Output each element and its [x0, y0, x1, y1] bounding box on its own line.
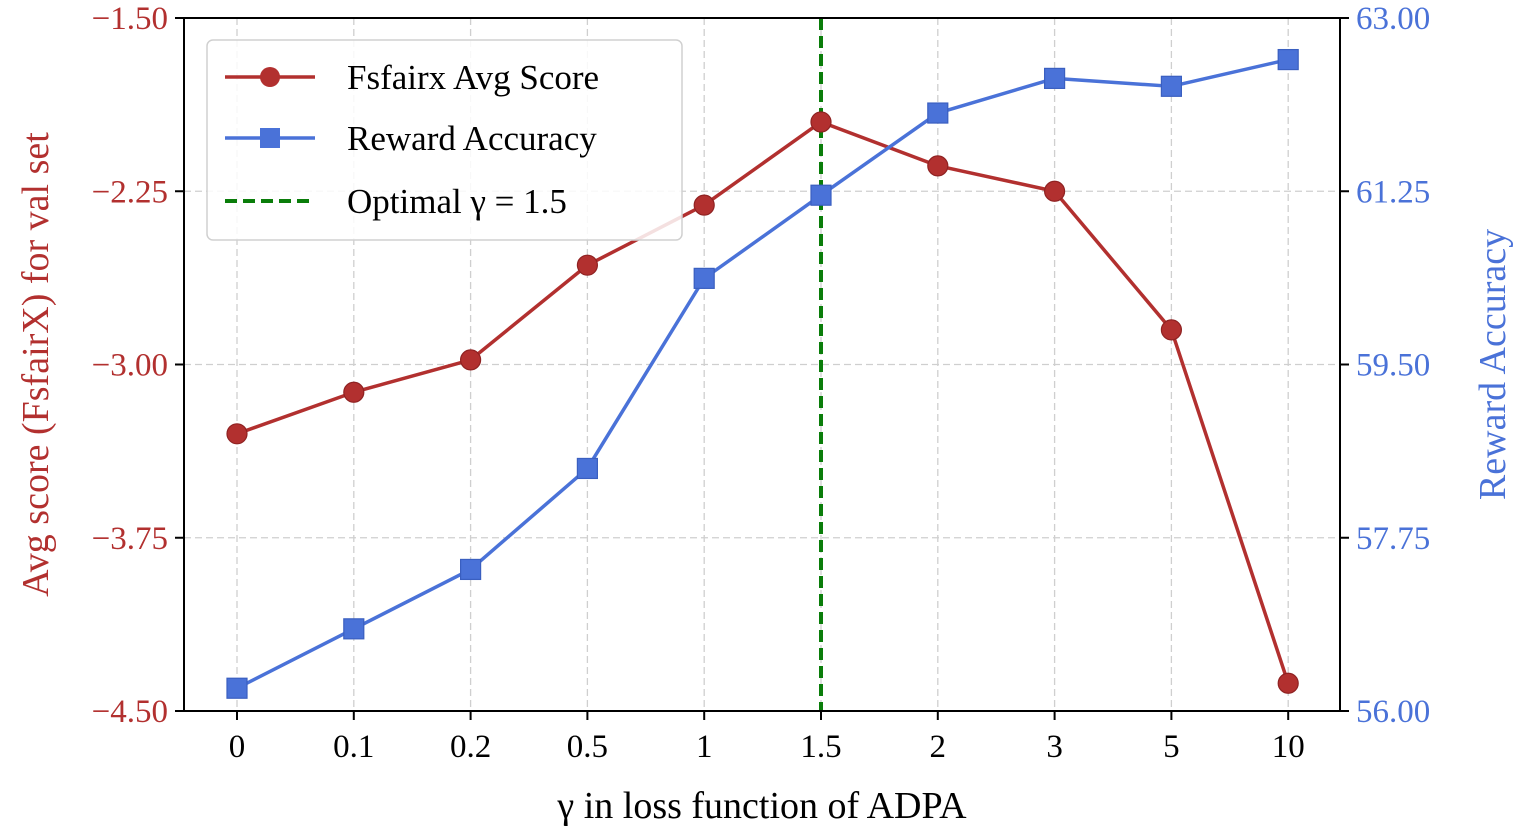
- data-point: [927, 102, 949, 124]
- data-point: [1160, 75, 1183, 97]
- data-point: [810, 111, 832, 133]
- data-point: [460, 349, 482, 371]
- x-tick-label: 10: [1272, 729, 1305, 765]
- x-tick-label: 2: [930, 729, 947, 765]
- axes: 0 0.1 0.2 0.5 1 1.5 2 3 5 10 −4.50 −3.75 −3.00 −2.25 −…: [92, 1, 1431, 765]
- right-y-tick-label: 59.50: [1356, 348, 1430, 384]
- data-point: [1277, 672, 1299, 694]
- legend-box: [206, 39, 683, 241]
- x-tick-label: 0.1: [333, 729, 374, 765]
- legend-label: Reward Accuracy: [347, 119, 597, 158]
- series-line: [236, 120, 1290, 684]
- legend: Fsfairx Avg Score Reward Accuracy Optimal …: [206, 39, 683, 241]
- x-tick-label: 0.2: [450, 729, 491, 765]
- left-y-tick-label: −3.75: [92, 521, 168, 557]
- series-reward-accuracy: [226, 48, 1299, 699]
- legend-marker-circle: [260, 67, 280, 87]
- legend-entry-optimal-gamma: Optimal γ = 1.5: [225, 182, 567, 221]
- data-point: [226, 423, 248, 445]
- series-line: [236, 57, 1289, 690]
- data-point: [693, 267, 715, 289]
- x-tick-label: 1.5: [800, 729, 841, 765]
- data-point: [576, 254, 599, 276]
- data-point: [460, 558, 482, 581]
- left-y-tick-label: −2.25: [92, 174, 168, 210]
- x-tick-label: 0: [229, 729, 246, 765]
- x-tick-label: 1: [696, 729, 713, 765]
- axis-titles: γ in loss function of ADPA Avg score (Fsf…: [15, 132, 1514, 827]
- data-point: [226, 677, 248, 699]
- right-y-tick-label: 63.00: [1356, 1, 1430, 37]
- data-point: [810, 184, 832, 206]
- data-point: [1043, 67, 1066, 89]
- left-y-axis-title: Avg score (FsfairX) for val set: [15, 132, 57, 597]
- data-point: [693, 194, 715, 216]
- series-fsfairx-avg-score: [226, 111, 1299, 694]
- legend-label: Optimal γ = 1.5: [347, 182, 567, 221]
- left-y-tick-label: −3.00: [92, 348, 168, 384]
- right-y-tick-label: 61.25: [1356, 174, 1430, 210]
- x-tick-label: 0.5: [567, 729, 608, 765]
- data-point: [343, 618, 365, 640]
- legend-label: Fsfairx Avg Score: [347, 58, 599, 97]
- right-y-tick-label: 57.75: [1356, 521, 1430, 557]
- data-point: [343, 381, 365, 403]
- data-point: [927, 155, 949, 177]
- x-tick-label: 3: [1046, 729, 1063, 765]
- legend-entry-fsfairx: Fsfairx Avg Score: [225, 58, 599, 97]
- left-y-tick-label: −1.50: [92, 1, 168, 37]
- left-y-tick-label: −4.50: [92, 694, 168, 730]
- x-axis-title: γ in loss function of ADPA: [556, 785, 967, 827]
- series-group: [226, 48, 1299, 699]
- right-y-tick-label: 56.00: [1356, 694, 1430, 730]
- right-y-axis-title: Reward Accuracy: [1472, 229, 1514, 500]
- data-point: [1277, 48, 1299, 71]
- data-point: [1043, 180, 1066, 202]
- data-point: [1160, 319, 1183, 341]
- data-point: [576, 457, 599, 480]
- legend-entry-reward-accuracy: Reward Accuracy: [225, 119, 597, 158]
- legend-marker-square: [260, 128, 280, 148]
- x-tick-label: 5: [1163, 729, 1180, 765]
